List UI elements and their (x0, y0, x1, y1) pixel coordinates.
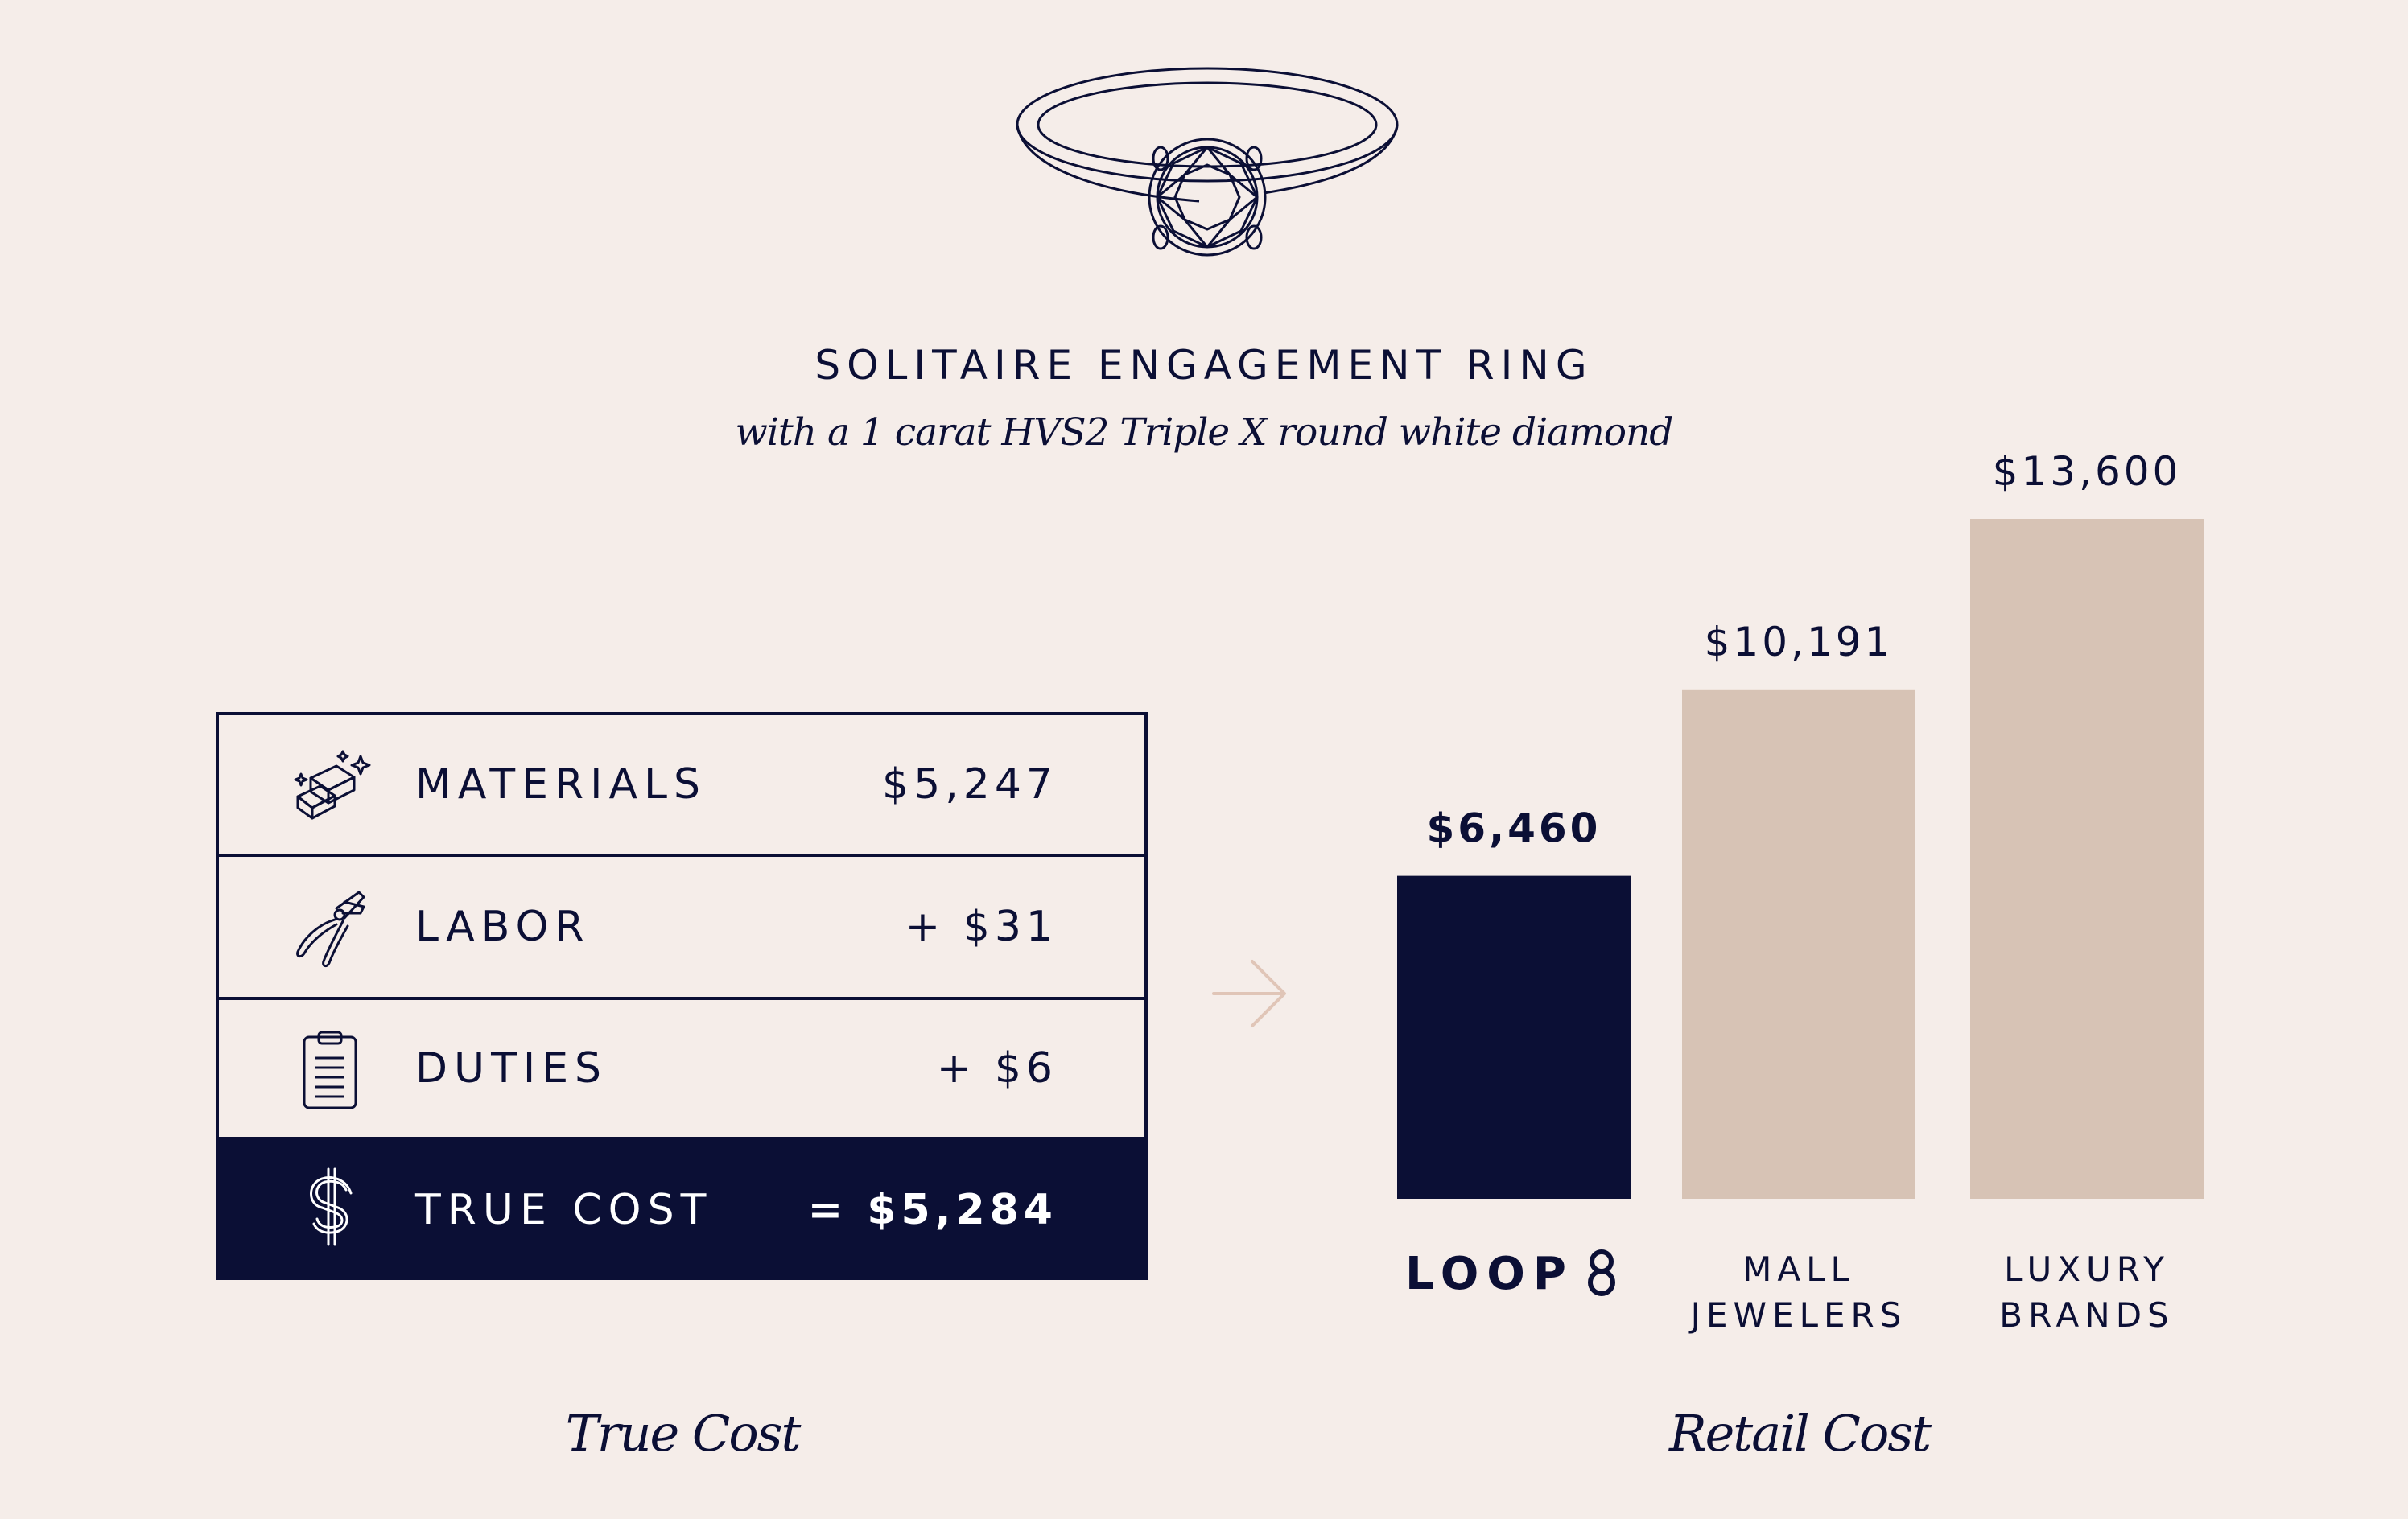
cost-value: $5,247 (882, 760, 1058, 809)
cost-row-true-cost: TRUE COST = $5,284 (219, 1140, 1144, 1280)
ring-icon (1016, 67, 1399, 257)
clipboard-icon (303, 1031, 357, 1109)
bar-value-label: $13,600 (1993, 448, 2182, 495)
bar-value-label: $6,460 (1427, 805, 1602, 852)
bar-value-label: $10,191 (1705, 619, 1894, 665)
category-label: LUXURY (2004, 1249, 2170, 1289)
cost-label: DUTIES (415, 1044, 608, 1093)
cost-value: + $6 (936, 1044, 1058, 1093)
cost-row-materials: MATERIALS $5,247 (219, 715, 1144, 857)
cost-label: MATERIALS (415, 760, 707, 809)
cost-row-labor: LABOR + $31 (219, 857, 1144, 1000)
category-label: BRANDS (1999, 1295, 2174, 1335)
caption-retail-cost: Retail Cost (1668, 1404, 1932, 1463)
retail-cost-bar-chart: $6,460 LOOP $10,191 MALL JEWELERS $13,600 LUXU… (1397, 448, 2204, 1335)
pliers-icon (296, 891, 365, 968)
category-label: JEWELERS (1688, 1295, 1907, 1335)
dollar-icon (310, 1167, 353, 1246)
cost-value: + $31 (905, 903, 1058, 951)
cost-label: LABOR (415, 903, 591, 951)
cost-value: = $5,284 (807, 1186, 1058, 1234)
bar-loop (1397, 875, 1631, 1199)
cost-row-duties: DUTIES + $6 (219, 1000, 1144, 1140)
category-label: MALL (1742, 1249, 1855, 1289)
caption-true-cost: True Cost (565, 1404, 802, 1463)
cost-label: TRUE COST (415, 1186, 713, 1234)
bar-mall-jewelers (1682, 689, 1915, 1199)
gold-bars-icon (294, 750, 371, 820)
cost-breakdown-table: MATERIALS $5,247 LABOR + $31 (216, 712, 1148, 1280)
page-subtitle: with a 1 carat HVS2 Triple X round white… (735, 410, 1674, 455)
arrow-right-icon (1212, 960, 1286, 1027)
page-title: SOLITAIRE ENGAGEMENT RING (814, 342, 1594, 389)
loop-logo-icon (1588, 1249, 1615, 1296)
bar-luxury-brands (1970, 519, 2204, 1199)
category-label: LOOP (1405, 1248, 1574, 1300)
